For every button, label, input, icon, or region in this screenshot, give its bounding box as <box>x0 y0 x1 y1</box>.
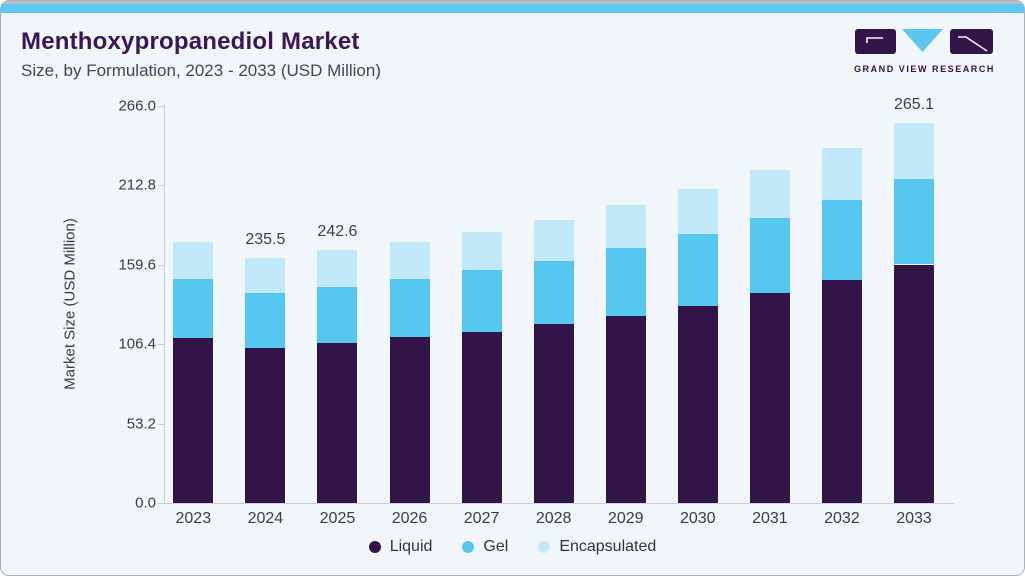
top-accent-bar <box>1 4 1024 13</box>
x-tick-label-2028: 2028 <box>535 510 572 527</box>
total-label-2033: 265.1 <box>893 96 935 114</box>
y-tick-mark <box>158 106 164 107</box>
page-title: Menthoxypropanediol Market <box>21 28 360 55</box>
y-tick-label: 159.6 <box>118 256 156 274</box>
x-axis-line <box>164 503 954 504</box>
bar-segment-gel-2026 <box>389 279 430 338</box>
bar-segment-encapsulated-2027 <box>461 231 502 271</box>
bar-segment-encapsulated-2026 <box>389 241 430 280</box>
bar-segment-liquid-2028 <box>533 323 574 503</box>
x-tick-label-2029: 2029 <box>607 510 644 527</box>
brand-name: GRAND VIEW RESEARCH <box>854 64 995 74</box>
bar-segment-gel-2028 <box>533 260 574 324</box>
brand-logo: GRAND VIEW RESEARCH <box>854 28 994 74</box>
y-tick-label: 0.0 <box>135 494 156 512</box>
x-tick-label-2024: 2024 <box>247 510 284 527</box>
bar-segment-encapsulated-2024 <box>245 258 286 294</box>
y-tick-label: 212.8 <box>118 176 156 194</box>
legend-dot-gel <box>462 541 475 553</box>
bar-segment-encapsulated-2032 <box>821 148 862 200</box>
chart-legend: Liquid Gel Encapsulated <box>1 538 1024 556</box>
bar-segment-encapsulated-2029 <box>605 205 646 249</box>
legend-label: Gel <box>483 538 509 555</box>
bar-segment-gel-2029 <box>605 248 646 316</box>
bar-segment-liquid-2025 <box>317 343 358 503</box>
bar-segment-encapsulated-2023 <box>173 242 214 279</box>
bar-segment-gel-2032 <box>821 199 862 280</box>
x-tick-label-2025: 2025 <box>319 510 356 527</box>
y-tick-mark <box>158 185 164 187</box>
x-tick-label-2030: 2030 <box>679 510 716 527</box>
x-tick-label-2027: 2027 <box>463 510 500 527</box>
bar-segment-encapsulated-2033 <box>894 123 934 179</box>
y-axis-line <box>164 104 165 504</box>
legend-item-gel: Gel <box>462 538 508 556</box>
card-top-edge <box>1 1 1024 4</box>
bar-segment-encapsulated-2030 <box>677 188 718 235</box>
bar-segment-liquid-2030 <box>677 305 718 503</box>
total-label-2025: 242.6 <box>317 223 358 241</box>
bar-segment-gel-2023 <box>173 278 214 338</box>
bar-segment-encapsulated-2031 <box>749 170 790 219</box>
bar-segment-gel-2027 <box>461 270 502 332</box>
chart-header: Menthoxypropanediol Market Size, by Form… <box>21 28 381 81</box>
y-tick-label: 53.2 <box>126 415 156 433</box>
x-tick-label-2031: 2031 <box>752 510 788 527</box>
bar-segment-encapsulated-2028 <box>533 220 574 261</box>
bar-segment-liquid-2033 <box>894 264 934 503</box>
y-tick-mark <box>158 503 164 504</box>
y-tick-mark <box>158 344 164 346</box>
legend-item-encapsulated: Encapsulated <box>538 538 656 556</box>
bar-segment-liquid-2027 <box>461 331 502 503</box>
legend-dot-encapsulated <box>538 541 551 553</box>
bar-segment-liquid-2031 <box>749 293 790 503</box>
x-tick-label-2032: 2032 <box>824 510 860 527</box>
y-tick-label: 266.0 <box>118 97 156 115</box>
chart-subtitle: Size, by Formulation, 2023 - 2033 (USD M… <box>21 61 381 80</box>
bar-segment-gel-2033 <box>894 178 934 265</box>
total-label-2024: 235.5 <box>245 231 286 249</box>
bar-segment-encapsulated-2025 <box>317 250 358 287</box>
legend-dot-liquid <box>368 541 381 553</box>
x-tick-label-2033: 2033 <box>896 510 932 527</box>
y-tick-mark <box>158 264 164 266</box>
legend-label: Encapsulated <box>559 538 657 555</box>
bar-segment-liquid-2029 <box>605 315 646 503</box>
x-tick-label-2026: 2026 <box>391 510 428 527</box>
bar-segment-gel-2031 <box>749 218 790 294</box>
bar-segment-gel-2025 <box>317 286 358 344</box>
bar-segment-gel-2024 <box>245 293 286 349</box>
legend-item-liquid: Liquid <box>368 538 433 556</box>
gvr-logo-icon <box>855 29 993 54</box>
y-tick-mark <box>158 423 164 425</box>
bar-segment-liquid-2026 <box>389 337 430 503</box>
x-tick-label-2023: 2023 <box>175 510 212 527</box>
legend-label: Liquid <box>389 538 433 555</box>
y-tick-label: 106.4 <box>118 335 156 353</box>
bar-segment-liquid-2024 <box>245 348 286 503</box>
y-axis-title: Market Size (USD Million) <box>61 218 79 390</box>
bar-segment-liquid-2023 <box>173 337 214 503</box>
bar-segment-liquid-2032 <box>821 279 862 503</box>
bar-segment-gel-2030 <box>677 234 718 306</box>
